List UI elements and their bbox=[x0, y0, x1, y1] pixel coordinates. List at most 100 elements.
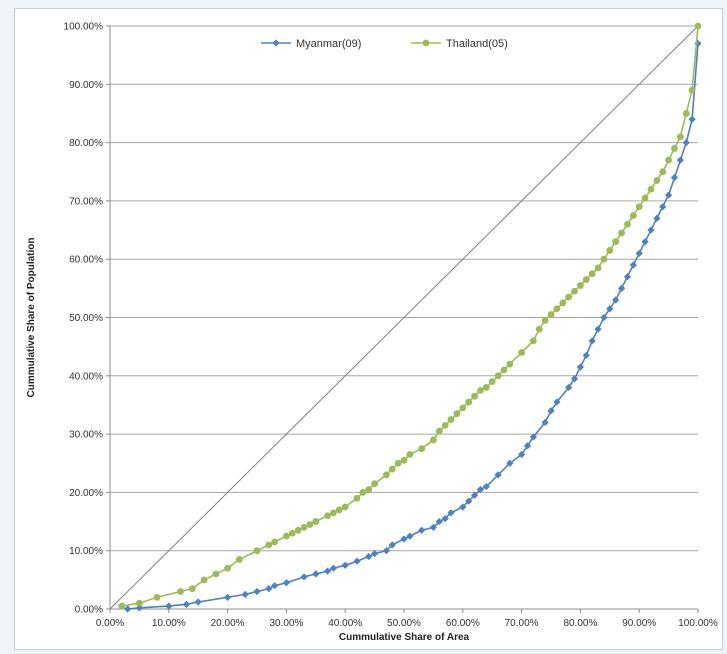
data-point bbox=[612, 238, 620, 246]
data-point bbox=[553, 398, 561, 406]
data-point bbox=[682, 139, 690, 147]
data-point bbox=[523, 442, 532, 450]
data-point bbox=[582, 351, 590, 359]
data-point bbox=[153, 593, 161, 601]
data-point bbox=[659, 168, 667, 176]
y-tick-label: 80.00% bbox=[69, 138, 103, 149]
data-point bbox=[465, 398, 473, 406]
data-point bbox=[447, 416, 455, 423]
y-tick-label: 20.00% bbox=[69, 488, 103, 499]
data-point bbox=[659, 203, 667, 211]
data-point bbox=[124, 605, 132, 613]
legend-marker bbox=[272, 39, 280, 47]
data-point bbox=[300, 573, 308, 581]
data-point bbox=[553, 305, 561, 313]
data-point bbox=[388, 465, 396, 473]
data-point bbox=[341, 561, 349, 569]
x-tick-label: 10.00% bbox=[152, 618, 186, 629]
x-tick-label: 60.00% bbox=[446, 618, 480, 629]
data-point bbox=[506, 459, 514, 467]
data-point bbox=[341, 503, 349, 511]
data-point bbox=[541, 317, 549, 324]
data-point bbox=[453, 410, 461, 418]
data-point bbox=[435, 427, 443, 435]
data-point bbox=[265, 584, 273, 593]
data-point bbox=[518, 349, 525, 356]
data-point bbox=[500, 366, 508, 374]
legend-label: Myanmar(09) bbox=[296, 38, 361, 50]
data-point bbox=[676, 156, 684, 164]
x-tick-label: 70.00% bbox=[505, 618, 539, 629]
data-point bbox=[600, 313, 608, 322]
data-point bbox=[476, 485, 485, 494]
data-point bbox=[253, 547, 261, 555]
data-point bbox=[200, 576, 208, 584]
data-point bbox=[547, 407, 555, 415]
data-point bbox=[382, 547, 390, 555]
data-point bbox=[212, 570, 220, 578]
data-point bbox=[647, 185, 655, 193]
data-point bbox=[606, 247, 614, 254]
data-point bbox=[571, 287, 578, 295]
data-point bbox=[565, 383, 573, 392]
data-point bbox=[136, 599, 143, 607]
data-point bbox=[300, 523, 308, 531]
data-point bbox=[647, 226, 655, 234]
data-point bbox=[606, 305, 614, 313]
data-point bbox=[559, 299, 567, 307]
data-point bbox=[612, 296, 620, 304]
data-point bbox=[382, 471, 390, 479]
data-point bbox=[629, 261, 637, 269]
data-point bbox=[529, 433, 537, 441]
legend-marker bbox=[422, 39, 430, 47]
x-tick-label: 80.00% bbox=[563, 618, 597, 629]
data-point bbox=[418, 445, 426, 453]
data-point bbox=[665, 156, 672, 164]
data-point bbox=[371, 480, 378, 488]
y-tick-label: 0.00% bbox=[75, 605, 103, 616]
data-point bbox=[582, 276, 590, 284]
data-point bbox=[618, 229, 625, 237]
data-point bbox=[194, 598, 202, 606]
data-point bbox=[323, 567, 332, 575]
data-point bbox=[400, 456, 408, 464]
data-point bbox=[641, 238, 649, 246]
data-point bbox=[459, 404, 467, 412]
series-layer bbox=[109, 22, 702, 613]
data-point bbox=[271, 582, 279, 590]
y-axis-title: Cummulative Share of Population bbox=[26, 237, 37, 397]
data-point bbox=[330, 509, 337, 517]
data-point bbox=[565, 293, 573, 301]
data-point bbox=[241, 590, 249, 599]
data-point bbox=[600, 255, 608, 263]
data-point bbox=[441, 421, 449, 429]
data-point bbox=[676, 133, 684, 141]
data-point bbox=[670, 173, 679, 182]
data-point bbox=[283, 532, 290, 540]
data-point bbox=[547, 311, 555, 318]
data-point bbox=[494, 471, 502, 479]
data-point bbox=[253, 587, 261, 596]
data-point bbox=[477, 386, 484, 394]
axes: 0.00% 10.00% 20.00% 30.00% 40.00% 50.00% 60.00… bbox=[64, 22, 718, 630]
legend-label: Thailand(05) bbox=[446, 38, 508, 50]
data-point bbox=[353, 494, 361, 502]
x-tick-label: 90.00% bbox=[622, 618, 656, 629]
data-point bbox=[271, 538, 279, 546]
data-point bbox=[406, 532, 414, 540]
data-point bbox=[588, 270, 596, 278]
data-point bbox=[624, 220, 631, 228]
data-point bbox=[447, 509, 455, 517]
data-point bbox=[635, 203, 643, 211]
series-line bbox=[127, 43, 699, 610]
y-tick-label: 30.00% bbox=[69, 430, 103, 441]
y-tick-label: 70.00% bbox=[69, 196, 103, 207]
series-2 bbox=[118, 22, 702, 610]
data-point bbox=[623, 273, 632, 281]
x-tick-label: 100.00% bbox=[678, 618, 718, 629]
data-point bbox=[430, 436, 437, 444]
data-point bbox=[629, 212, 637, 219]
data-point bbox=[365, 552, 373, 561]
data-point bbox=[594, 325, 602, 333]
data-point bbox=[294, 526, 302, 534]
